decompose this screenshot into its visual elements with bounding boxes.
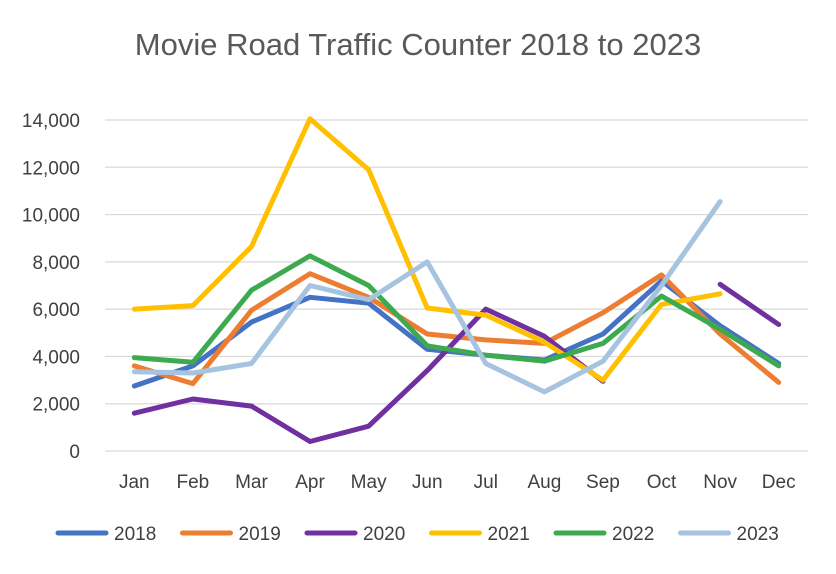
x-tick-label: Jun bbox=[412, 472, 443, 493]
y-tick-label: 8,000 bbox=[32, 253, 80, 274]
x-tick-label: May bbox=[351, 472, 387, 493]
x-tick-label: Apr bbox=[295, 472, 325, 493]
x-tick-label: Aug bbox=[527, 472, 561, 493]
legend-label: 2018 bbox=[114, 524, 156, 545]
y-tick-label: 0 bbox=[69, 442, 80, 463]
y-tick-label: 4,000 bbox=[32, 347, 80, 368]
legend: 2018 2019 2020 2021 2022 2023 bbox=[55, 524, 779, 545]
y-tick-label: 10,000 bbox=[22, 206, 80, 227]
legend-label: 2020 bbox=[363, 524, 405, 545]
x-tick-label: Oct bbox=[647, 472, 677, 493]
x-tick-label: Mar bbox=[235, 472, 268, 493]
y-tick-label: 12,000 bbox=[22, 158, 80, 179]
x-tick-label: Jul bbox=[474, 472, 498, 493]
y-tick-label: 6,000 bbox=[32, 300, 80, 321]
legend-label: 2023 bbox=[737, 524, 779, 545]
x-axis-tick-labels: Jan Feb Mar Apr May Jun Jul Aug Sep Oct Nov Dec bbox=[119, 472, 796, 493]
x-tick-label: Jan bbox=[119, 472, 150, 493]
y-tick-label: 2,000 bbox=[32, 395, 80, 416]
legend-label: 2022 bbox=[612, 524, 654, 545]
series-line-2020 bbox=[131, 281, 782, 444]
x-tick-label: Dec bbox=[762, 472, 796, 493]
series-lines bbox=[131, 116, 782, 444]
y-axis-tick-labels: 0 2,000 4,000 6,000 8,000 10,000 12,000 14,000 bbox=[22, 111, 80, 463]
series-line-2023 bbox=[131, 199, 723, 395]
series-line-2022 bbox=[131, 253, 782, 369]
x-tick-label: Sep bbox=[586, 472, 620, 493]
x-tick-label: Nov bbox=[703, 472, 737, 493]
chart-title: Movie Road Traffic Counter 2018 to 2023 bbox=[135, 27, 701, 62]
legend-label: 2019 bbox=[239, 524, 281, 545]
legend-label: 2021 bbox=[488, 524, 530, 545]
series-line-2021 bbox=[131, 116, 723, 383]
y-tick-label: 14,000 bbox=[22, 111, 80, 132]
x-tick-label: Feb bbox=[177, 472, 210, 493]
